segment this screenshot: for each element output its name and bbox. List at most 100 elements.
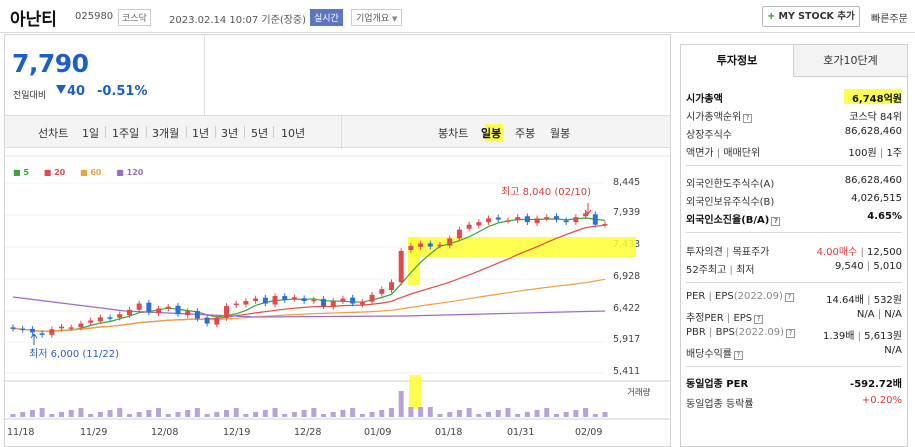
plus-icon: + [767, 11, 776, 22]
help-icon[interactable]: ? [743, 114, 753, 123]
stock-code: 025980 [75, 11, 114, 22]
week52-row: 52주최고 | 최저 9,540 | 5,010 [686, 259, 902, 276]
volume-bar [233, 408, 239, 417]
week52-label: 52주최고 | 최저 [686, 265, 755, 276]
candle-body [524, 216, 530, 223]
volume-bar [486, 412, 492, 417]
x-tick-label: 11/18 [7, 427, 35, 438]
tab-1day[interactable]: 1일 [82, 127, 100, 140]
dividend-label: 배당수익률? [686, 345, 743, 360]
candle-body [534, 218, 540, 224]
candle-body [156, 308, 162, 314]
volume-bar [272, 408, 278, 417]
ma20-line [12, 224, 606, 333]
y-tick-label: 7,939 [613, 207, 641, 218]
candle-body [427, 243, 433, 247]
quick-order-link[interactable]: 빠른주문 [871, 14, 908, 25]
par-row: 액면가 | 매매단위 100원 | 1주 [686, 142, 902, 159]
opinion-row: 투자의견 | 목표주가 4.00매수 | 12,500 [686, 241, 902, 258]
volume-bar [175, 412, 181, 417]
volume-bar [602, 412, 608, 417]
rank-value: 코스닥 84위 [849, 112, 902, 123]
candle-body [117, 314, 123, 318]
daily-highlight [485, 124, 503, 142]
help-icon[interactable]: ? [771, 217, 781, 226]
x-tick-label: 01/31 [507, 427, 535, 438]
volume-bar [10, 414, 16, 417]
add-mystock-button[interactable]: + MY STOCK 추가 [762, 6, 860, 27]
tab-weekly[interactable]: 주봉 [515, 127, 536, 140]
volume-bar [544, 408, 550, 417]
candle-chart-label: 봉차트 [438, 127, 469, 140]
x-tick-label: 12/19 [223, 427, 251, 438]
candle-body [146, 302, 152, 313]
tab-3year[interactable]: 3년 [221, 127, 239, 140]
candle-body [126, 309, 132, 316]
tab-1year[interactable]: 1년 [192, 127, 210, 140]
candle-body [388, 282, 394, 291]
foreign-hold-row: 외국인보유주식수(B) 4,026,515 [686, 191, 902, 208]
volume-bar [262, 410, 268, 417]
candle-body [408, 245, 414, 251]
price-change-value: 40 [67, 84, 86, 99]
tab-daily[interactable]: 일봉 [481, 127, 502, 140]
candle-body [29, 328, 35, 333]
tab-3month[interactable]: 3개월 [152, 127, 180, 140]
tab-orderbook[interactable]: 호가10단계 [794, 45, 907, 77]
tab-investment-info[interactable]: 투자정보 [681, 45, 794, 77]
volume-bar [321, 414, 327, 417]
help-icon[interactable]: ? [754, 315, 764, 324]
y-tick-label: 5,411 [613, 366, 641, 377]
candle-body [20, 328, 26, 331]
tab-5year[interactable]: 5년 [251, 127, 269, 140]
volume-bar [301, 410, 307, 417]
volume-bar [20, 412, 26, 417]
volume-bar [117, 408, 123, 417]
volume-bar [214, 412, 220, 417]
candle-body [573, 217, 579, 223]
resistance-highlight [408, 237, 636, 257]
line-chart-label: 선차트 [38, 127, 69, 140]
volume-bar [330, 412, 336, 417]
volume-bar [456, 410, 462, 417]
realtime-badge[interactable]: 실시간 [310, 9, 343, 26]
candle-body [39, 333, 45, 335]
candle-body [88, 320, 94, 323]
tab-1week[interactable]: 1주일 [112, 127, 140, 140]
candle-body [301, 298, 307, 302]
ma60-line [12, 278, 606, 333]
rank-label: 시가총액순위? [686, 108, 753, 123]
chart-panel: 7,790 전일대비 40 -0.51% 선차트 1일 1주일 3개월 1년 3… [4, 34, 671, 447]
tab-10year[interactable]: 10년 [281, 127, 306, 140]
company-overview-dropdown[interactable]: 기업개요 ▼ [351, 9, 403, 26]
volume-bar [437, 414, 443, 417]
volume-bar [515, 414, 521, 417]
est-per-value: N/A | N/A [856, 309, 902, 320]
x-tick-label: 12/08 [151, 427, 179, 438]
volume-bar [78, 408, 84, 417]
volume-bar [165, 414, 171, 417]
volume-bar [505, 408, 511, 417]
candle-body [175, 305, 181, 315]
candle-body [350, 297, 356, 304]
volume-bar [359, 414, 365, 417]
ma120-line [12, 296, 606, 318]
x-tick-label: 01/09 [364, 427, 392, 438]
help-icon[interactable]: ? [734, 351, 743, 360]
tab-monthly[interactable]: 월봉 [550, 127, 571, 140]
volume-bar [311, 408, 317, 417]
low-price-note: 최저 6,000 (11/22) [29, 349, 120, 360]
sector-rate-label: 동일업종 등락률 [686, 399, 754, 410]
par-value: 100원 | 1주 [848, 148, 902, 159]
price-change-percent: -0.51% [97, 84, 148, 99]
volume-bar [194, 408, 200, 417]
candle-body [340, 298, 346, 302]
volume-bar [39, 408, 45, 417]
candle-body [272, 296, 278, 305]
volume-bar [418, 407, 424, 417]
market-cap-row: 시가총액 6,748억원 [686, 88, 902, 105]
stock-name: 아난티 [10, 10, 57, 30]
volume-bar [476, 414, 482, 417]
help-icon[interactable]: ? [784, 293, 794, 302]
help-icon[interactable]: ? [786, 329, 795, 338]
